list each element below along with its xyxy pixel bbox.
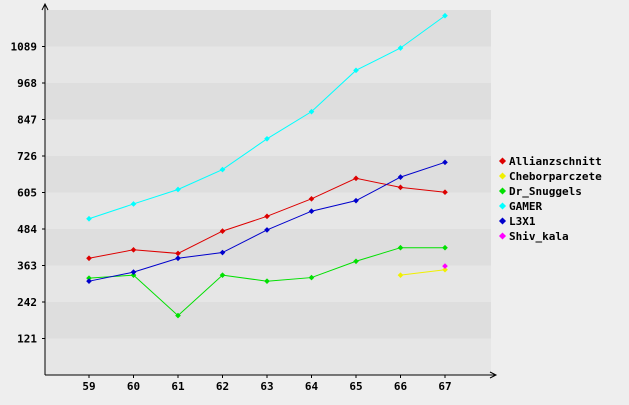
data-point: [86, 255, 92, 262]
x-tick-label: 67: [438, 380, 451, 393]
data-point: [308, 108, 315, 115]
legend-marker: [498, 172, 507, 180]
data-point: [353, 67, 359, 74]
legend: Allianzschnitt Cheborparczete Dr_Snuggels G…: [498, 155, 602, 243]
axes: [41, 2, 498, 379]
x-tick-labels: 59 60 61 62 63 64 65 66 67: [82, 375, 452, 393]
data-point: [397, 184, 404, 191]
y-axis-arrow: [41, 2, 49, 11]
x-tick-label: 59: [82, 380, 95, 393]
data-point: [397, 272, 404, 278]
legend-label: L3X1: [509, 215, 536, 228]
legend-label: Dr_Snuggels: [509, 185, 582, 198]
grid-bands: [45, 10, 491, 375]
legend-marker: [498, 217, 507, 225]
legend-label: Shiv_kala: [509, 230, 569, 243]
grid-band: [45, 302, 491, 339]
x-tick-label: 63: [260, 380, 273, 393]
grid-band: [45, 265, 491, 302]
data-point: [130, 269, 137, 275]
data-point: [308, 274, 315, 281]
grid-band: [45, 192, 491, 229]
data-point: [219, 272, 226, 278]
legend-marker: [498, 232, 507, 240]
grid-band: [45, 156, 491, 193]
y-tick-label: 726: [17, 150, 37, 163]
data-point: [175, 186, 181, 193]
data-point: [86, 278, 92, 285]
data-point: [442, 266, 448, 273]
legend-marker: [498, 157, 507, 165]
data-point: [308, 196, 315, 202]
data-point: [219, 228, 226, 234]
y-tick-label: 847: [17, 114, 37, 127]
data-point: [86, 275, 92, 281]
data-point: [264, 227, 270, 233]
x-tick-label: 62: [216, 380, 229, 393]
data-point: [397, 174, 404, 180]
y-tick-label: 968: [17, 77, 37, 90]
y-tick-label: 484: [17, 223, 37, 236]
y-tick-labels: 121 242 363 484 605 726 847 968 1089: [11, 41, 45, 346]
data-point: [219, 249, 226, 256]
data-point: [442, 263, 448, 269]
y-tick-label: 605: [17, 187, 37, 200]
grid-band: [45, 338, 491, 375]
x-tick-label: 60: [127, 380, 140, 393]
data-point: [442, 159, 448, 166]
data-point: [175, 312, 181, 319]
y-tick-label: 1089: [11, 41, 38, 54]
data-point: [130, 201, 137, 207]
y-tick-label: 242: [17, 296, 37, 309]
x-tick-label: 65: [349, 380, 362, 393]
legend-label: Allianzschnitt: [509, 155, 602, 168]
x-tick-label: 61: [171, 380, 185, 393]
legend-label: GAMER: [509, 200, 542, 213]
x-axis-arrow: [489, 371, 498, 379]
x-tick-label: 66: [394, 380, 408, 393]
data-point: [308, 208, 315, 215]
data-point: [264, 135, 270, 142]
data-point: [130, 272, 137, 278]
data-point: [264, 213, 270, 220]
data-point: [353, 258, 359, 265]
y-tick-label: 121: [17, 333, 37, 346]
legend-marker: [498, 187, 507, 195]
data-point: [442, 244, 448, 251]
data-point: [353, 197, 359, 204]
data-point: [86, 215, 92, 222]
grid-band: [45, 10, 491, 47]
y-tick-label: 363: [17, 260, 37, 273]
data-point: [130, 246, 137, 253]
legend-marker: [498, 202, 507, 210]
data-point: [264, 278, 270, 285]
x-tick-label: 64: [305, 380, 319, 393]
data-point: [442, 189, 448, 196]
data-point: [353, 175, 359, 182]
data-point: [397, 244, 404, 251]
grid-band: [45, 83, 491, 120]
data-point: [219, 166, 226, 173]
grid-band: [45, 46, 491, 83]
legend-label: Cheborparczete: [509, 170, 602, 183]
data-point: [175, 255, 181, 262]
series-line-cheborparczete: [400, 269, 446, 276]
data-point: [175, 250, 181, 257]
